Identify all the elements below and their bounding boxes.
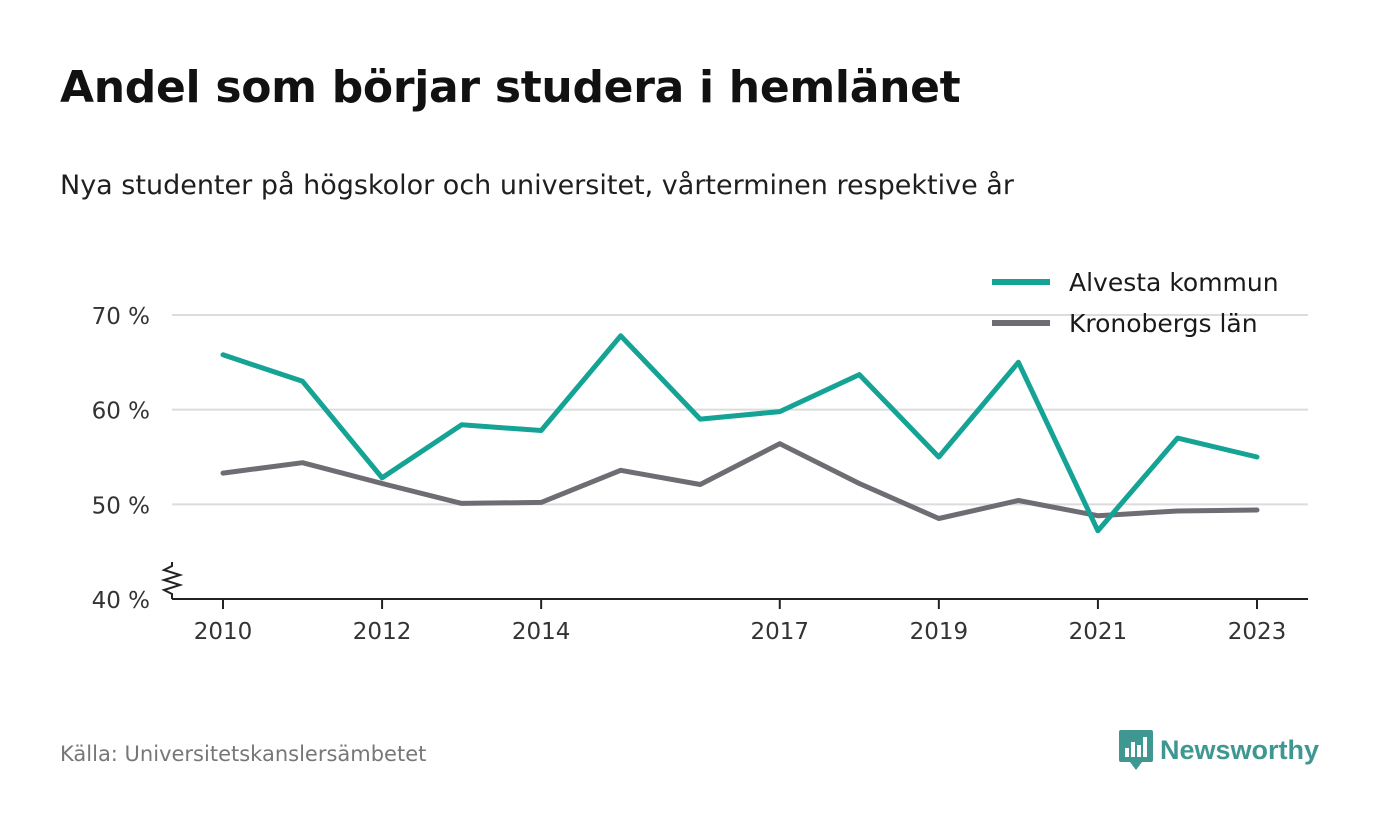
x-tick-label: 2010 — [194, 619, 253, 645]
legend-label: Kronobergs län — [1069, 309, 1258, 338]
chart-subtitle: Nya studenter på högskolor och universit… — [60, 170, 1014, 201]
x-tick-label: 2021 — [1069, 619, 1128, 645]
chart-title: Andel som börjar studera i hemlänet — [60, 62, 961, 113]
source-note: Källa: Universitetskanslersämbetet — [60, 742, 427, 766]
newsworthy-logo-icon — [1119, 730, 1153, 770]
series-line — [220, 333, 1260, 534]
axis-break-icon — [160, 562, 184, 599]
y-tick-label: 50 % — [92, 493, 150, 519]
y-tick-label: 60 % — [92, 399, 150, 425]
y-tick-label: 40 % — [92, 588, 150, 614]
x-tick-label: 2017 — [750, 619, 809, 645]
series-line — [220, 441, 1260, 521]
legend-label: Alvesta kommun — [1069, 268, 1279, 297]
y-tick-label: 70 % — [92, 304, 150, 330]
x-tick-label: 2023 — [1228, 619, 1287, 645]
brand-logo: Newsworthy — [1118, 728, 1319, 772]
x-tick-label: 2014 — [512, 619, 571, 645]
brand-name: Newsworthy — [1160, 734, 1320, 765]
x-tick-label: 2019 — [910, 619, 969, 645]
x-tick-label: 2012 — [353, 619, 412, 645]
